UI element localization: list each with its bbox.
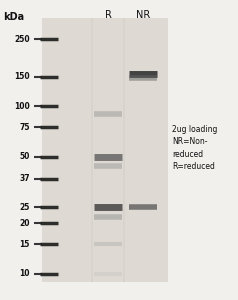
Text: 20: 20: [20, 219, 30, 228]
Text: 75: 75: [20, 123, 30, 132]
Text: kDa: kDa: [3, 12, 24, 22]
Text: 37: 37: [19, 174, 30, 183]
Text: 25: 25: [20, 203, 30, 212]
Text: 15: 15: [20, 240, 30, 249]
Text: 100: 100: [14, 102, 30, 111]
Text: 50: 50: [20, 152, 30, 161]
Text: 150: 150: [14, 72, 30, 81]
Text: 10: 10: [20, 269, 30, 278]
Text: NR: NR: [136, 10, 150, 20]
Bar: [42, 18, 168, 282]
Text: 250: 250: [14, 35, 30, 44]
Text: 2ug loading
NR=Non-
reduced
R=reduced: 2ug loading NR=Non- reduced R=reduced: [172, 125, 217, 171]
Text: R: R: [104, 10, 111, 20]
